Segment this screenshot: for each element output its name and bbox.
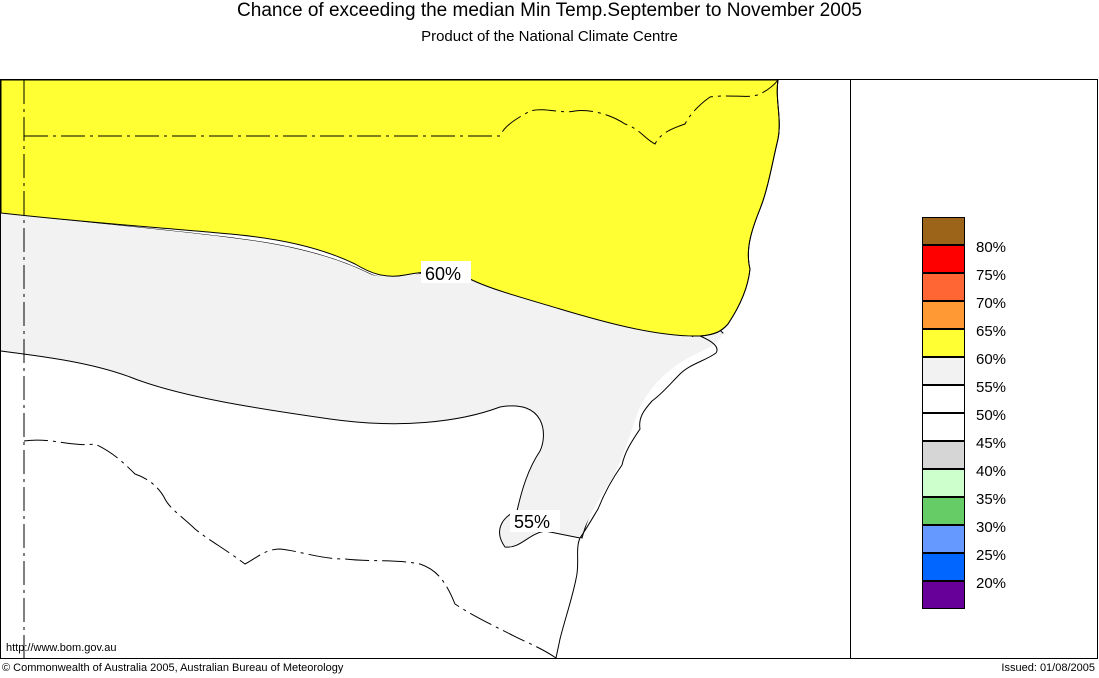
legend-swatch (922, 581, 965, 609)
legend-swatch (922, 329, 965, 357)
issued-date: Issued: 01/08/2005 (1001, 662, 1095, 674)
map-subtitle: Product of the National Climate Centre (421, 28, 678, 45)
legend-swatch (922, 245, 965, 273)
legend-label-35: 35% (976, 491, 1007, 508)
contour-label-55: 55% (514, 512, 550, 532)
legend-label-20: 20% (976, 575, 1007, 592)
legend-label-75: 75% (976, 267, 1007, 284)
legend-swatch (922, 525, 965, 553)
state-border-south (23, 439, 557, 659)
legend-swatch (922, 553, 965, 581)
legend-swatch (922, 497, 965, 525)
map-title: Chance of exceeding the median Min Temp.… (237, 0, 862, 21)
legend-label-65: 65% (976, 323, 1007, 340)
map-canvas: 60% 55% (0, 79, 850, 659)
legend-label-45: 45% (976, 435, 1007, 452)
legend-divider (850, 79, 851, 659)
legend-swatch (922, 441, 965, 469)
legend-swatch (922, 301, 965, 329)
legend-label-40: 40% (976, 463, 1007, 480)
state-border-north (24, 79, 779, 145)
legend-label-30: 30% (976, 519, 1007, 536)
region-55-to-60-main (1, 213, 723, 548)
contour-label-60: 60% (425, 264, 461, 284)
legend-swatch (922, 357, 965, 385)
copyright-notice: © Commonwealth of Australia 2005, Austra… (2, 662, 344, 674)
legend-label-25: 25% (976, 547, 1007, 564)
legend-swatch (922, 413, 965, 441)
legend-swatch (922, 385, 965, 413)
legend-label-55: 55% (976, 379, 1007, 396)
legend-label-50: 50% (976, 407, 1007, 424)
source-url[interactable]: http://www.bom.gov.au (6, 642, 117, 654)
coastline (555, 79, 780, 659)
legend-label-70: 70% (976, 295, 1007, 312)
legend-label-60: 60% (976, 351, 1007, 368)
legend-label-80: 80% (976, 239, 1007, 256)
legend-swatch (922, 273, 965, 301)
contour-label-55-bg (510, 510, 560, 532)
contour-label-60-bg (421, 261, 471, 283)
contour-55 (0, 350, 581, 548)
legend-swatch (922, 217, 965, 245)
legend-swatch (922, 469, 965, 497)
